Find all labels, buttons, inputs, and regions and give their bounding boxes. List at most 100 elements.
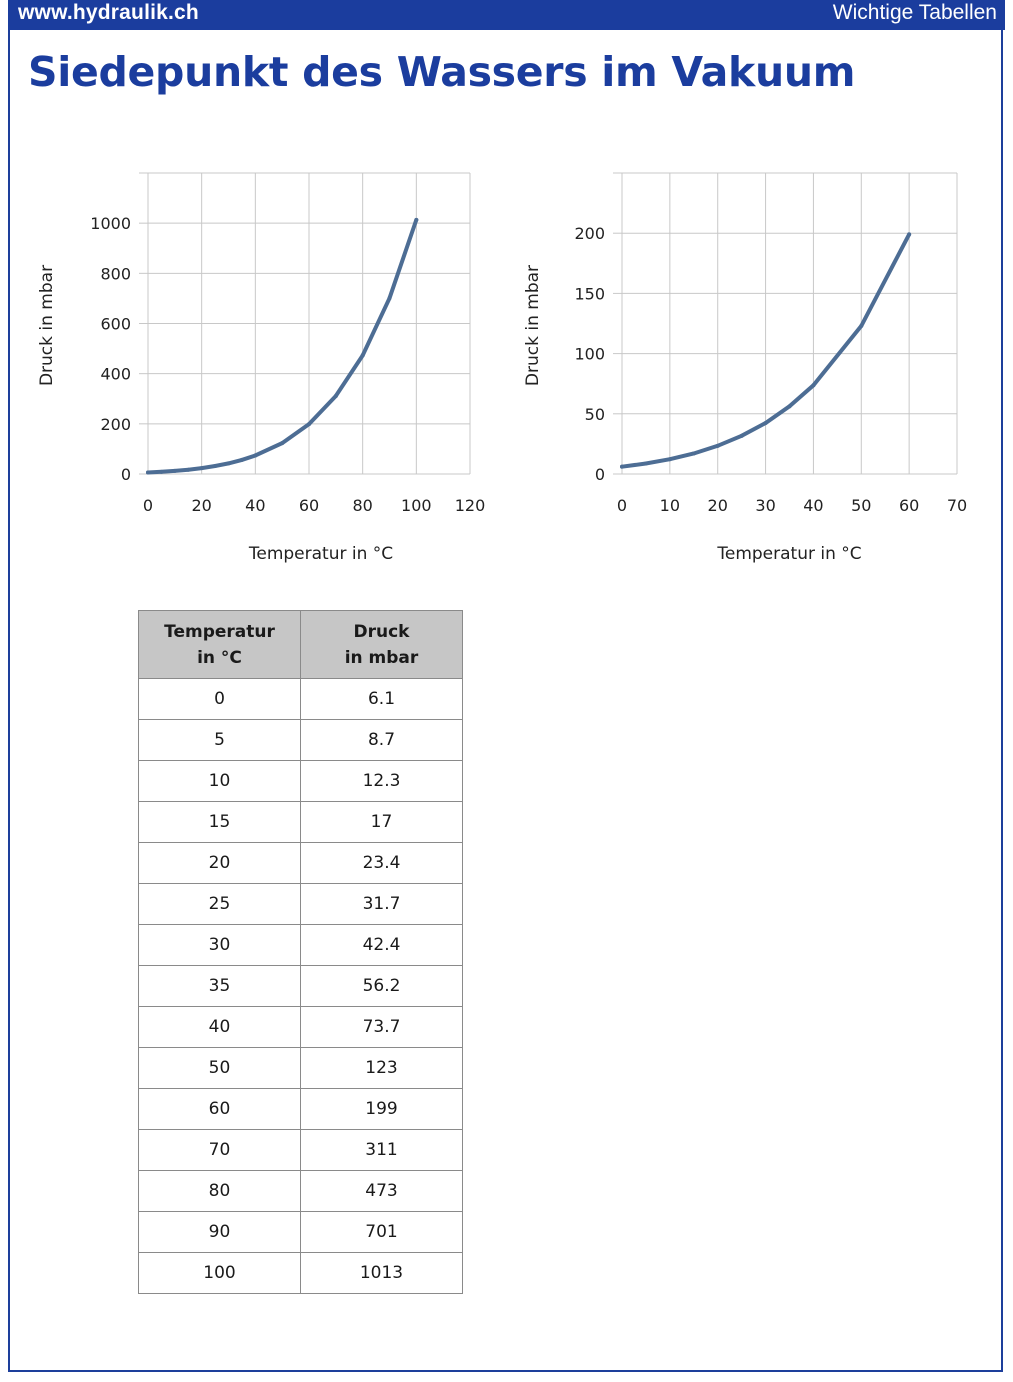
x-tick-label: 0 [143, 496, 153, 515]
table-cell-pressure: 473 [300, 1170, 463, 1212]
table-row: 70 311 [138, 1129, 463, 1171]
data-point [226, 461, 231, 466]
data-table: Temperatur in °C Druck in mbar 0 6.1 5 8.7 1… [138, 610, 463, 1294]
chart-full-range: 0 20 40 60 80 100 120 0 200 400 600 800 1000 Temperat… [37, 172, 486, 564]
table-cell-pressure: 1013 [300, 1252, 463, 1294]
table-row: 0 6.1 [138, 678, 463, 720]
table-cell-temperature: 30 [138, 924, 301, 966]
table-header-pressure: Druck in mbar [300, 610, 463, 679]
y-tick-label: 600 [100, 315, 131, 334]
table-cell-pressure: 199 [300, 1088, 463, 1130]
table-row: 35 56.2 [138, 965, 463, 1007]
table-row: 15 17 [138, 801, 463, 843]
data-point [360, 353, 365, 358]
table-cell-temperature: 80 [138, 1170, 301, 1212]
x-tick-label: 60 [899, 496, 919, 515]
data-point [253, 453, 258, 458]
table-cell-temperature: 40 [138, 1006, 301, 1048]
y-tick-label: 200 [100, 415, 131, 434]
table-cell-temperature: 25 [138, 883, 301, 925]
page-title: Siedepunkt des Wassers im Vakuum [28, 48, 856, 96]
table-row: 90 701 [138, 1211, 463, 1253]
data-point [859, 323, 864, 328]
data-point [763, 420, 768, 425]
site-url: www.hydraulik.ch [18, 1, 199, 24]
table-cell-pressure: 6.1 [300, 678, 463, 720]
x-tick-label: 100 [401, 496, 432, 515]
x-tick-label: 60 [299, 496, 319, 515]
table-row: 30 42.4 [138, 924, 463, 966]
table-cell-temperature: 5 [138, 719, 301, 761]
table-cell-temperature: 15 [138, 801, 301, 843]
table-cell-pressure: 73.7 [300, 1006, 463, 1048]
y-tick-label: 100 [574, 345, 605, 364]
data-point [715, 443, 720, 448]
data-point [907, 232, 912, 237]
table-row: 40 73.7 [138, 1006, 463, 1048]
x-tick-label: 40 [245, 496, 265, 515]
table-cell-temperature: 90 [138, 1211, 301, 1253]
data-point [307, 422, 311, 427]
data-point [280, 441, 285, 446]
table-cell-pressure: 31.7 [300, 883, 463, 925]
data-point [620, 464, 624, 469]
table-cell-temperature: 50 [138, 1047, 301, 1089]
table-cell-pressure: 56.2 [300, 965, 463, 1007]
x-axis-label: Temperatur in °C [248, 544, 393, 564]
data-point [811, 383, 816, 388]
table-cell-temperature: 10 [138, 760, 301, 802]
y-tick-label: 800 [100, 264, 131, 283]
data-point [186, 467, 191, 472]
table-cell-pressure: 42.4 [300, 924, 463, 966]
x-tick-label: 50 [851, 496, 871, 515]
header-bar: www.hydraulik.ch Wichtige Tabellen [8, 0, 1005, 30]
x-tick-label: 20 [191, 496, 211, 515]
y-axis-label: Druck in mbar [523, 265, 543, 386]
table-cell-temperature: 0 [138, 678, 301, 720]
data-point [199, 466, 204, 471]
data-point [239, 457, 244, 462]
table-row: 10 12.3 [138, 760, 463, 802]
section-title: Wichtige Tabellen [832, 1, 997, 24]
x-tick-label: 40 [803, 496, 823, 515]
table-cell-pressure: 12.3 [300, 760, 463, 802]
table-header-temperature: Temperatur in °C [138, 610, 301, 679]
data-point [787, 404, 792, 409]
table-row: 20 23.4 [138, 842, 463, 884]
data-point [333, 393, 338, 398]
x-tick-label: 80 [352, 496, 372, 515]
table-header-row: Temperatur in °C Druck in mbar [138, 610, 463, 679]
x-tick-label: 120 [455, 496, 486, 515]
table-row: 80 473 [138, 1170, 463, 1212]
table-cell-pressure: 123 [300, 1047, 463, 1089]
table-cell-temperature: 60 [138, 1088, 301, 1130]
y-tick-label: 200 [574, 224, 605, 243]
data-point [739, 433, 744, 438]
table-cell-pressure: 311 [300, 1129, 463, 1171]
y-tick-label: 150 [574, 284, 605, 303]
data-point [667, 457, 672, 462]
data-point [643, 461, 648, 466]
table-cell-temperature: 20 [138, 842, 301, 884]
x-tick-label: 10 [660, 496, 680, 515]
x-tick-label: 20 [708, 496, 728, 515]
table-row: 60 199 [138, 1088, 463, 1130]
table-cell-pressure: 8.7 [300, 719, 463, 761]
table-cell-pressure: 701 [300, 1211, 463, 1253]
table-cell-temperature: 70 [138, 1129, 301, 1171]
x-tick-label: 70 [947, 496, 967, 515]
y-axis-label: Druck in mbar [37, 265, 57, 386]
data-point [414, 217, 419, 222]
data-point [213, 464, 218, 469]
y-tick-label: 0 [595, 465, 605, 484]
table-row: 25 31.7 [138, 883, 463, 925]
data-point [146, 470, 150, 475]
y-tick-label: 1000 [90, 214, 131, 233]
data-point [691, 451, 696, 456]
y-tick-label: 50 [585, 405, 605, 424]
table-cell-temperature: 100 [138, 1252, 301, 1294]
x-tick-label: 0 [617, 496, 627, 515]
table-cell-temperature: 35 [138, 965, 301, 1007]
table-cell-pressure: 17 [300, 801, 463, 843]
table-row: 100 1013 [138, 1252, 463, 1294]
